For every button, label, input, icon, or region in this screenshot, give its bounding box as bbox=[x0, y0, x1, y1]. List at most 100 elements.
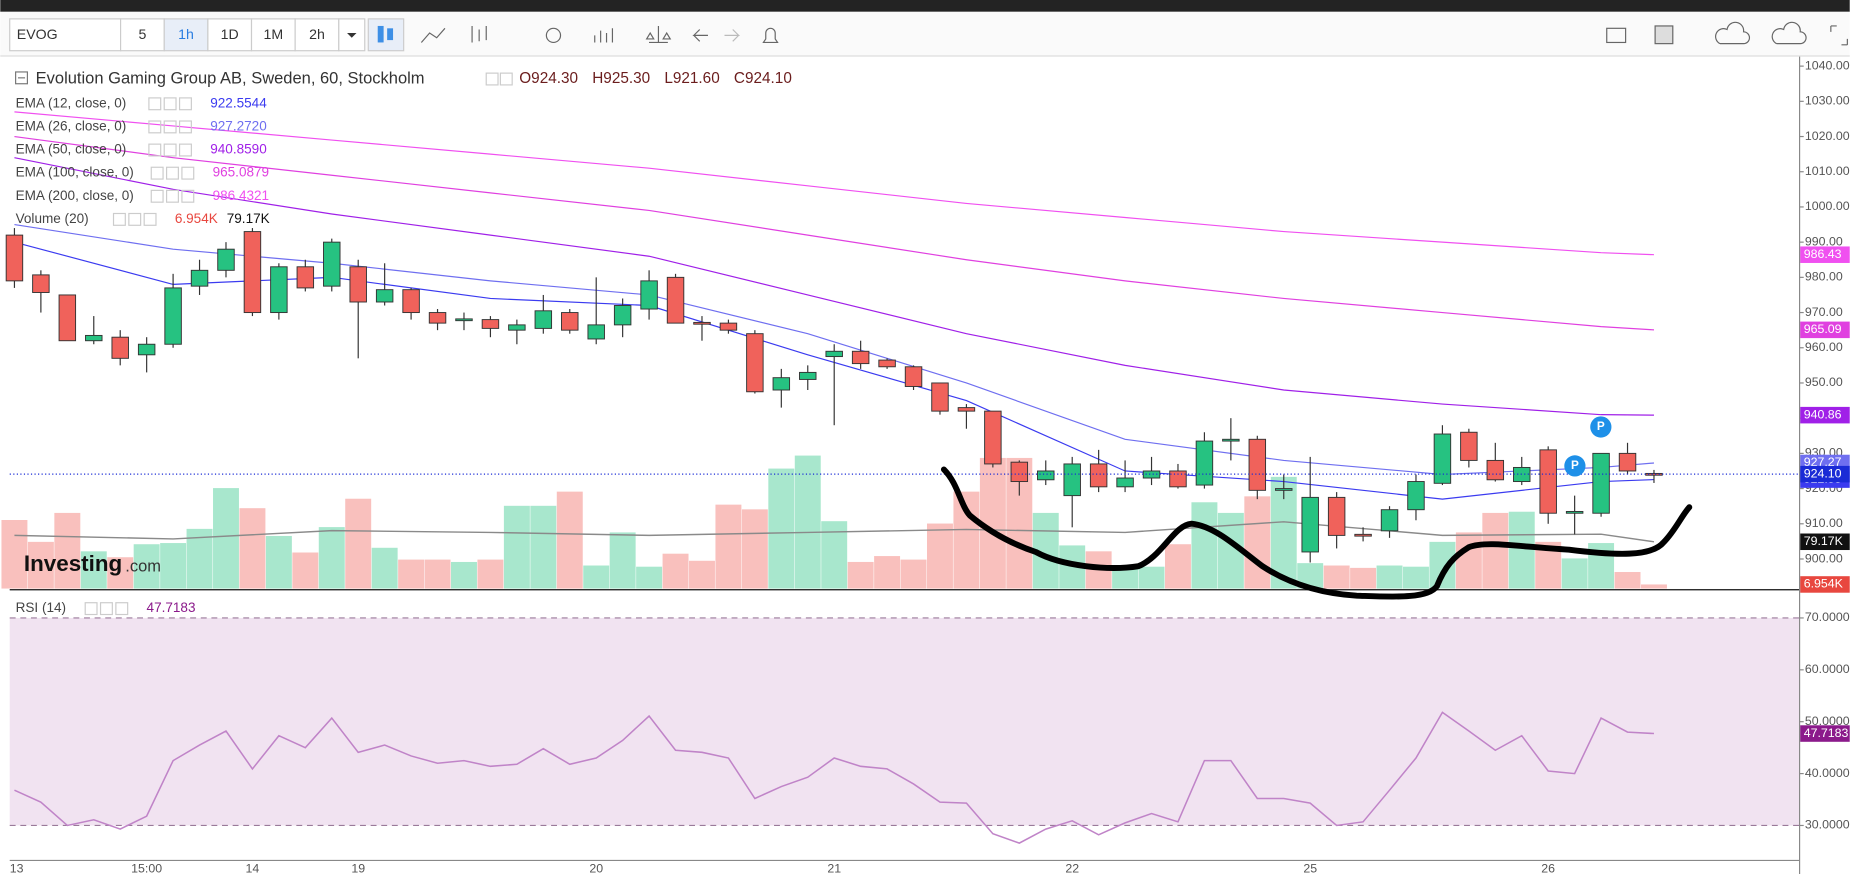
x-tick-label: 21 bbox=[827, 862, 841, 874]
cloud-load-icon[interactable] bbox=[1715, 21, 1751, 45]
compare-icon[interactable] bbox=[645, 25, 672, 44]
volume-bar bbox=[1244, 496, 1271, 589]
legend-icon[interactable] bbox=[148, 143, 162, 157]
legend-icon[interactable] bbox=[115, 602, 129, 616]
cloud-save-icon[interactable] bbox=[1771, 21, 1807, 45]
ohlc-label: L921.60 bbox=[664, 70, 719, 87]
ema-line bbox=[14, 157, 1654, 416]
interval-label: 1M bbox=[264, 26, 284, 42]
volume-bar bbox=[715, 504, 742, 589]
x-tick-label: 14 bbox=[246, 862, 260, 874]
rsi-band bbox=[9, 617, 1800, 826]
x-tick-label: 20 bbox=[589, 862, 603, 874]
candle-body bbox=[217, 248, 235, 271]
legend-icon[interactable] bbox=[163, 143, 177, 157]
collapse-icon[interactable] bbox=[15, 71, 29, 85]
interval-button[interactable] bbox=[207, 18, 253, 52]
ohlc-label: H925.30 bbox=[592, 70, 650, 87]
candle-body bbox=[693, 321, 711, 325]
y-tick-label: 1020.00 bbox=[1805, 129, 1850, 143]
candle-body bbox=[111, 336, 129, 359]
candle-body bbox=[137, 343, 156, 356]
legend-icon[interactable] bbox=[128, 212, 142, 226]
candle-body bbox=[613, 305, 632, 326]
legend-value: 940.8590 bbox=[210, 142, 267, 157]
fullscreen-icon[interactable] bbox=[1830, 25, 1848, 46]
event-marker[interactable] bbox=[1564, 455, 1586, 477]
x-tick-label: 22 bbox=[1065, 862, 1079, 874]
settings-icon[interactable] bbox=[545, 27, 562, 44]
legend-icon[interactable] bbox=[163, 120, 177, 134]
legend-icon[interactable] bbox=[148, 97, 162, 111]
interval-button[interactable] bbox=[163, 18, 209, 52]
interval-button[interactable] bbox=[120, 18, 165, 52]
interval-label: 5 bbox=[138, 26, 146, 42]
legend-icon[interactable] bbox=[148, 120, 162, 134]
legend-name: Volume (20) bbox=[16, 211, 89, 226]
legend-icon[interactable] bbox=[485, 72, 499, 86]
candle-body bbox=[746, 333, 764, 393]
legend-icon[interactable] bbox=[166, 189, 179, 203]
symbol-box[interactable] bbox=[9, 18, 122, 52]
y-tick-label: 1030.00 bbox=[1805, 94, 1850, 108]
candle-body bbox=[957, 407, 976, 412]
redo-icon[interactable] bbox=[724, 29, 741, 42]
candle-body bbox=[799, 371, 817, 380]
candle-body bbox=[190, 269, 209, 287]
candle-body bbox=[878, 359, 896, 368]
interval-label: 1h bbox=[178, 26, 194, 42]
volume-bar bbox=[160, 543, 187, 589]
volume-ma-line bbox=[14, 521, 1655, 543]
candle-body bbox=[481, 319, 500, 329]
candle-body bbox=[1539, 449, 1557, 514]
volume-bar bbox=[318, 527, 345, 589]
camera-icon[interactable] bbox=[1606, 27, 1627, 44]
candle-body bbox=[1248, 438, 1267, 491]
candle-body bbox=[640, 280, 658, 310]
legend-icon[interactable] bbox=[181, 166, 195, 180]
studies-icon[interactable] bbox=[594, 28, 614, 43]
candle-body bbox=[1460, 431, 1478, 461]
undo-icon[interactable] bbox=[692, 29, 708, 42]
alert-icon[interactable] bbox=[762, 27, 779, 44]
line-icon[interactable] bbox=[420, 27, 446, 43]
legend-icon[interactable] bbox=[178, 120, 192, 134]
legend-icon[interactable] bbox=[150, 166, 164, 180]
candle-body bbox=[1063, 463, 1081, 497]
volume-bar bbox=[1508, 511, 1535, 589]
legend-icon[interactable] bbox=[166, 166, 179, 180]
price-badge bbox=[1800, 465, 1850, 483]
event-marker[interactable] bbox=[1590, 416, 1612, 438]
interval-group: 5 1h 1D 1M 2h bbox=[120, 18, 366, 52]
legend-icon[interactable] bbox=[499, 72, 513, 86]
candle-type-button[interactable] bbox=[367, 18, 405, 52]
price-badge-label: 965.09 bbox=[1804, 322, 1842, 336]
legend-icon[interactable] bbox=[150, 189, 164, 203]
watermark-domain: .com bbox=[125, 558, 161, 576]
interval-button[interactable] bbox=[294, 18, 340, 52]
legend-icon[interactable] bbox=[99, 602, 113, 616]
legend-icon[interactable] bbox=[143, 212, 157, 226]
watermark: Investing .com bbox=[24, 551, 161, 576]
price-badge-label: 79.17K bbox=[1804, 534, 1844, 548]
volume-bar bbox=[1455, 532, 1482, 589]
candle-body bbox=[1407, 481, 1425, 511]
legend-icon[interactable] bbox=[178, 143, 192, 157]
price-badge-label: 986.43 bbox=[1804, 247, 1842, 261]
legend-icon[interactable] bbox=[178, 97, 192, 111]
layout-icon[interactable] bbox=[1654, 25, 1674, 45]
candle-body bbox=[561, 312, 579, 331]
volume-bar bbox=[609, 532, 636, 589]
watermark-logo: Investing bbox=[24, 551, 122, 576]
candle-body bbox=[1037, 470, 1055, 481]
legend-icon[interactable] bbox=[84, 602, 98, 616]
legend-name: RSI (14) bbox=[16, 600, 66, 615]
indicator-icon[interactable] bbox=[471, 25, 487, 43]
legend-icon[interactable] bbox=[112, 212, 126, 226]
candle-body bbox=[32, 274, 50, 293]
volume-bar bbox=[477, 559, 504, 589]
legend-icon[interactable] bbox=[163, 97, 177, 111]
candle-body bbox=[85, 334, 103, 342]
legend-icon[interactable] bbox=[181, 189, 195, 203]
